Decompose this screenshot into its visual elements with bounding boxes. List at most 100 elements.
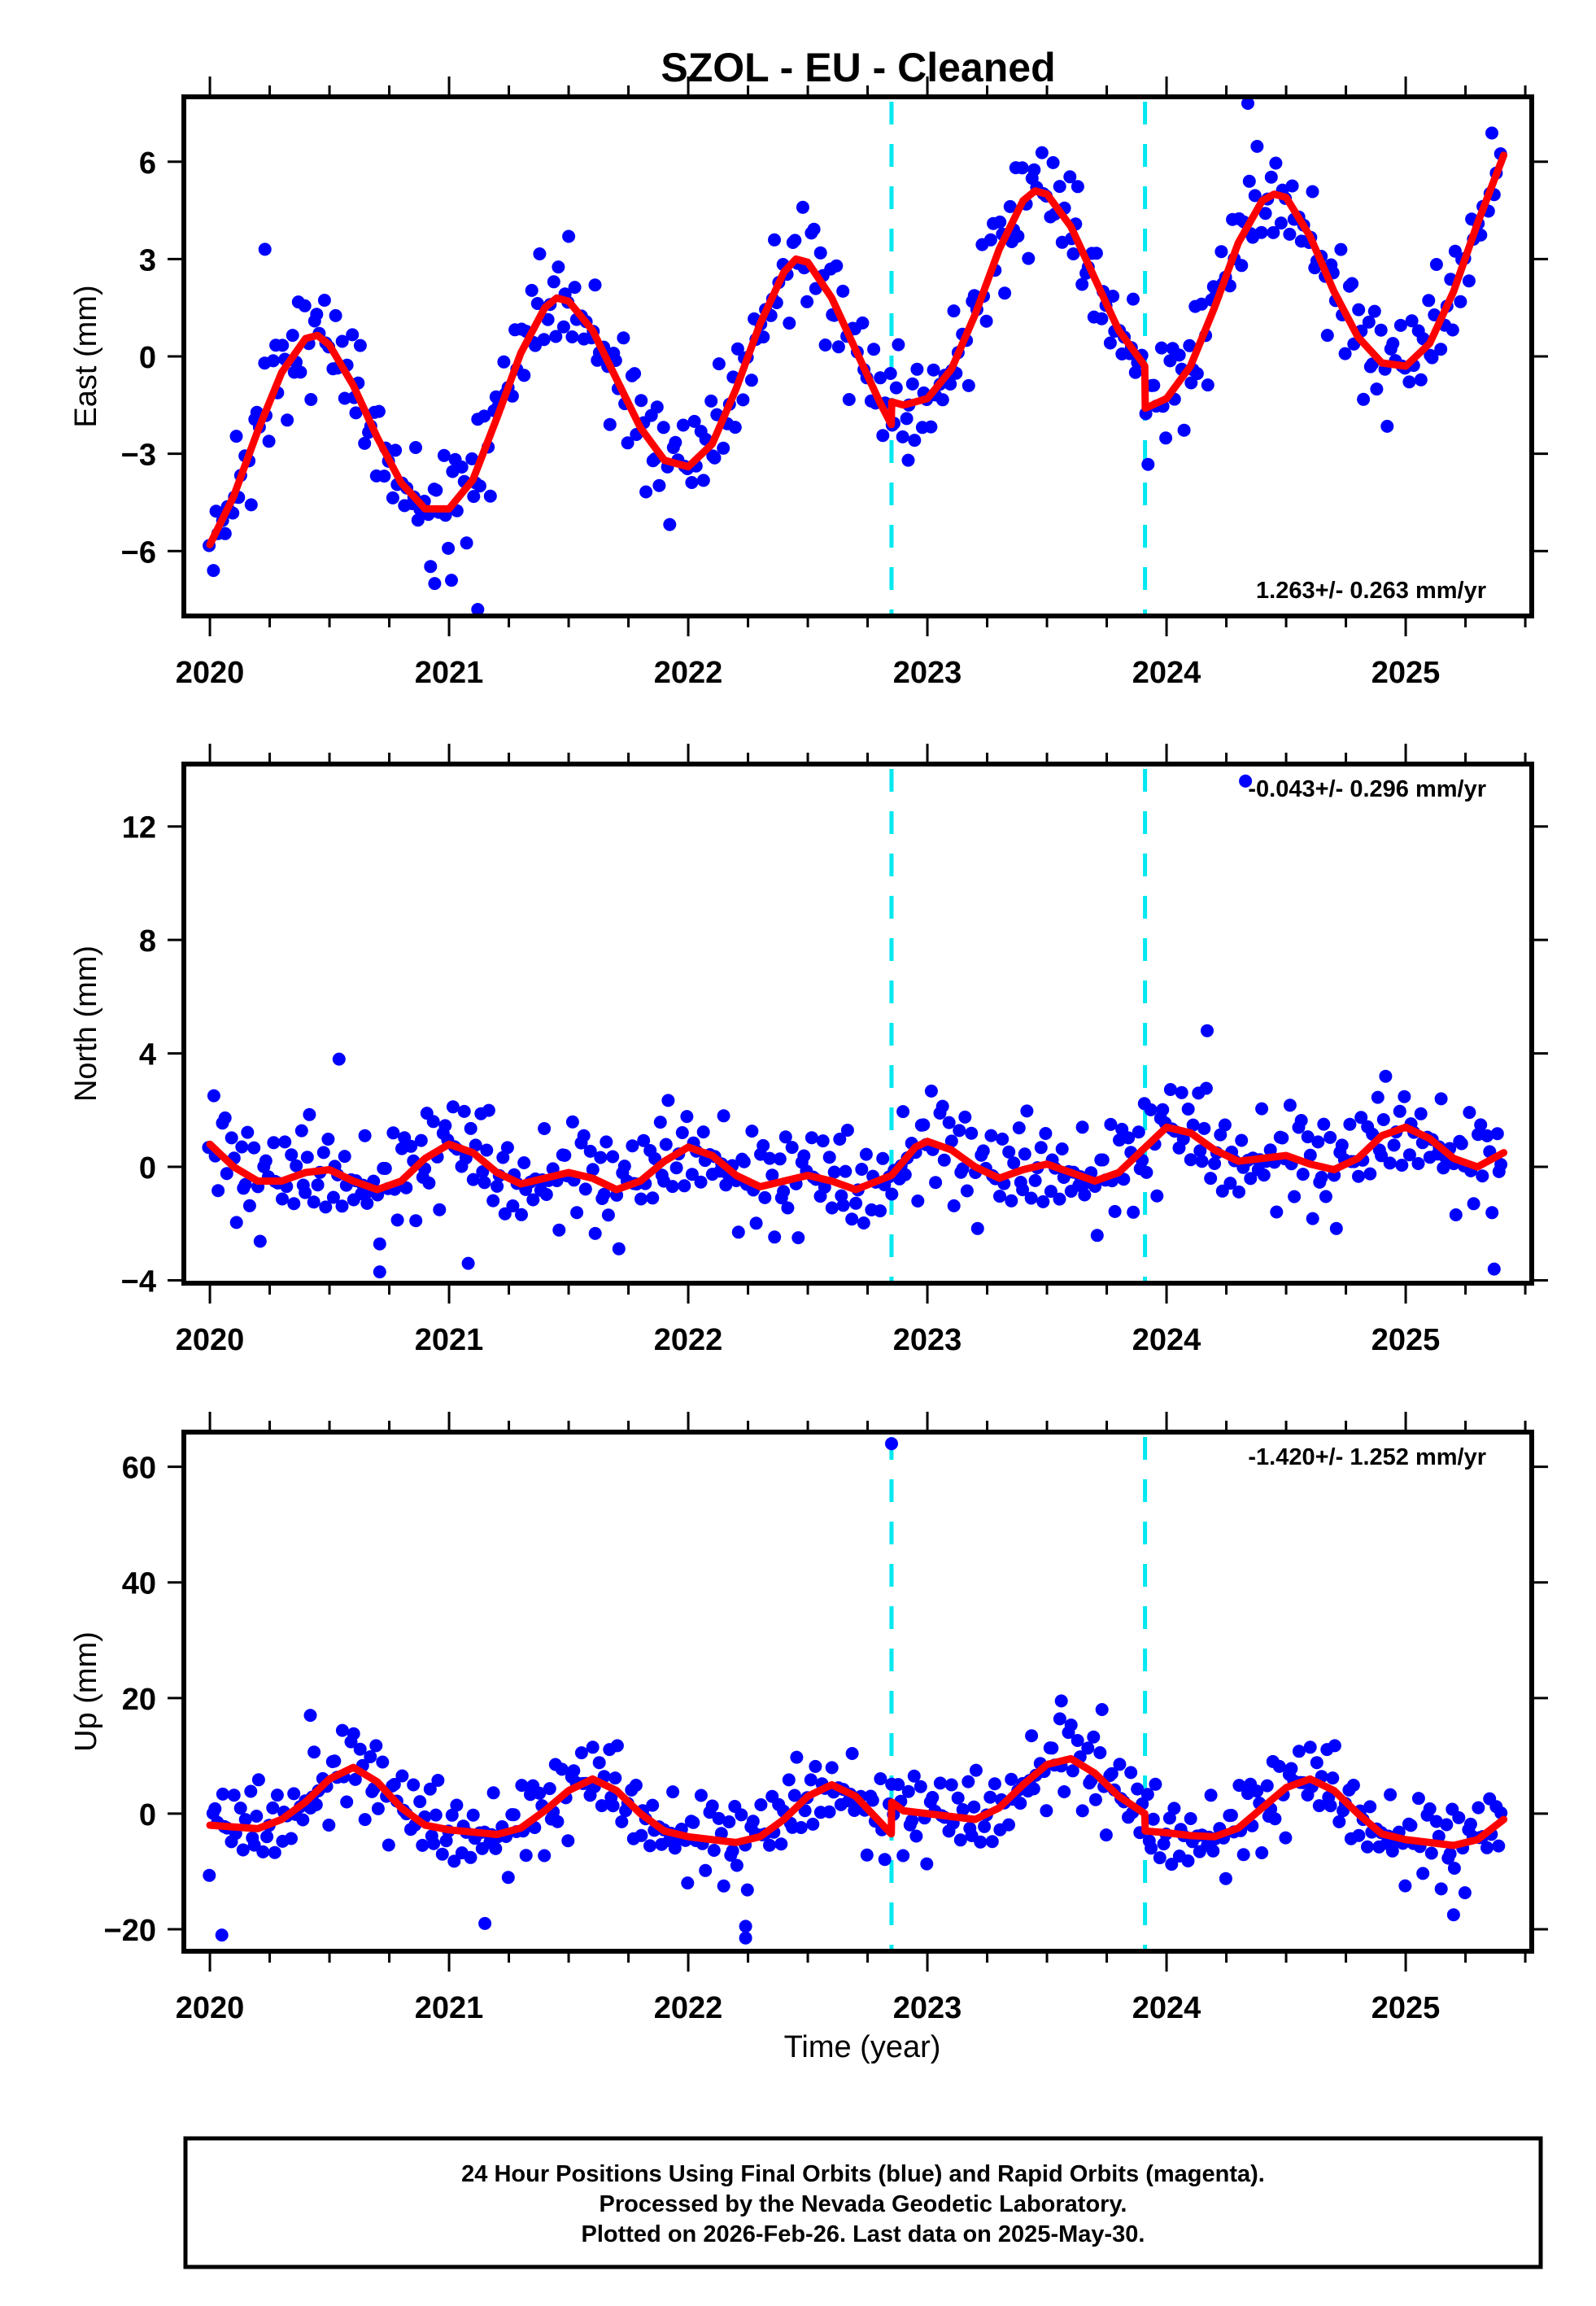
x-tick-label: 2022	[654, 656, 723, 690]
data-point	[962, 378, 975, 392]
data-point	[1128, 365, 1142, 379]
data-point	[1154, 341, 1168, 355]
data-point	[944, 1778, 958, 1792]
data-point	[831, 340, 845, 354]
data-point	[460, 536, 473, 550]
data-point	[1127, 1205, 1140, 1219]
data-point	[260, 1830, 274, 1844]
data-point	[737, 1155, 751, 1168]
data-point	[1310, 1756, 1323, 1770]
data-point	[307, 1745, 321, 1759]
outlier-point	[1095, 1703, 1109, 1716]
data-point	[726, 1844, 739, 1858]
data-point	[1292, 1745, 1306, 1758]
data-point	[1248, 189, 1262, 203]
data-point	[1361, 1840, 1374, 1854]
data-point	[225, 1131, 238, 1145]
data-point	[1387, 1138, 1401, 1152]
data-point	[900, 412, 914, 426]
data-point	[1376, 1113, 1390, 1126]
data-point	[839, 1164, 853, 1178]
data-point	[1181, 1854, 1195, 1867]
y-axis-label: Up (mm)	[69, 1631, 103, 1752]
data-point	[722, 1815, 736, 1828]
data-point	[433, 1203, 447, 1216]
data-point	[1236, 1848, 1250, 1862]
data-point	[1235, 1133, 1249, 1147]
data-point	[1402, 1148, 1416, 1162]
rate-annotation: -1.420+/- 1.252 mm/yr	[1248, 1444, 1486, 1470]
data-point	[1104, 1117, 1118, 1131]
data-point	[825, 1761, 839, 1775]
data-point	[650, 400, 664, 414]
data-point	[1374, 323, 1388, 337]
x-tick-label: 2020	[176, 1991, 245, 2025]
data-point	[1363, 1800, 1377, 1814]
x-tick-label: 2023	[893, 1991, 962, 2025]
y-tick-label: 0	[139, 1151, 156, 1186]
outlier-point	[1241, 97, 1254, 110]
footer-line-3: Plotted on 2026-Feb-26. Last data on 202…	[582, 2221, 1145, 2247]
data-point	[1485, 126, 1498, 140]
data-point	[382, 1838, 395, 1852]
data-point	[601, 1208, 615, 1222]
data-point	[266, 1801, 280, 1815]
data-point	[482, 1103, 495, 1117]
data-point	[1165, 1858, 1179, 1871]
data-point	[675, 1126, 689, 1139]
data-point	[958, 1110, 972, 1124]
data-point	[294, 365, 307, 379]
outlier-point	[471, 603, 485, 616]
data-point	[477, 1176, 491, 1190]
data-point	[262, 435, 276, 448]
data-point	[1414, 373, 1428, 387]
outlier-point	[258, 242, 272, 256]
data-point	[525, 283, 539, 297]
y-tick-label: 0	[139, 341, 156, 375]
y-axis-label: East (mm)	[69, 285, 103, 427]
data-point	[909, 1829, 923, 1843]
data-point	[429, 1808, 443, 1822]
data-point	[1472, 1801, 1485, 1815]
data-point	[778, 1130, 792, 1144]
data-point	[1411, 1792, 1425, 1806]
data-point	[211, 1184, 225, 1198]
data-point	[1103, 336, 1117, 350]
data-point	[477, 409, 491, 423]
data-point	[311, 1178, 325, 1192]
y-tick-label: 4	[139, 1038, 156, 1072]
data-point	[896, 1105, 910, 1119]
data-point	[681, 1876, 695, 1890]
data-point	[595, 1799, 608, 1813]
plot-area	[202, 769, 1508, 1283]
data-point	[247, 1141, 261, 1155]
y-tick-label: 40	[122, 1567, 156, 1601]
data-point	[268, 1845, 281, 1859]
data-point	[1214, 245, 1228, 259]
data-point	[951, 1791, 965, 1805]
data-point	[855, 1163, 869, 1176]
data-point	[1081, 1741, 1095, 1755]
data-point	[469, 1138, 482, 1152]
data-point	[1036, 1194, 1050, 1208]
data-point	[1242, 174, 1256, 188]
data-point	[321, 1133, 335, 1146]
footer-box: 24 Hour Positions Using Final Orbits (bl…	[183, 2136, 1543, 2269]
data-point	[608, 1771, 622, 1785]
data-point	[1352, 1828, 1366, 1842]
outlier-point	[332, 1052, 346, 1066]
data-point	[1055, 1142, 1069, 1155]
data-point	[1087, 1730, 1101, 1744]
data-point	[1393, 318, 1407, 332]
data-point	[483, 489, 497, 503]
data-point	[1096, 1153, 1110, 1167]
data-point	[549, 330, 563, 343]
data-point	[804, 1773, 818, 1787]
data-point	[1303, 1148, 1317, 1162]
data-point	[1250, 1784, 1264, 1798]
data-point	[568, 281, 582, 295]
data-point	[974, 1835, 988, 1849]
data-point	[1264, 170, 1278, 184]
data-point	[1014, 1797, 1027, 1810]
data-point	[578, 1182, 592, 1196]
